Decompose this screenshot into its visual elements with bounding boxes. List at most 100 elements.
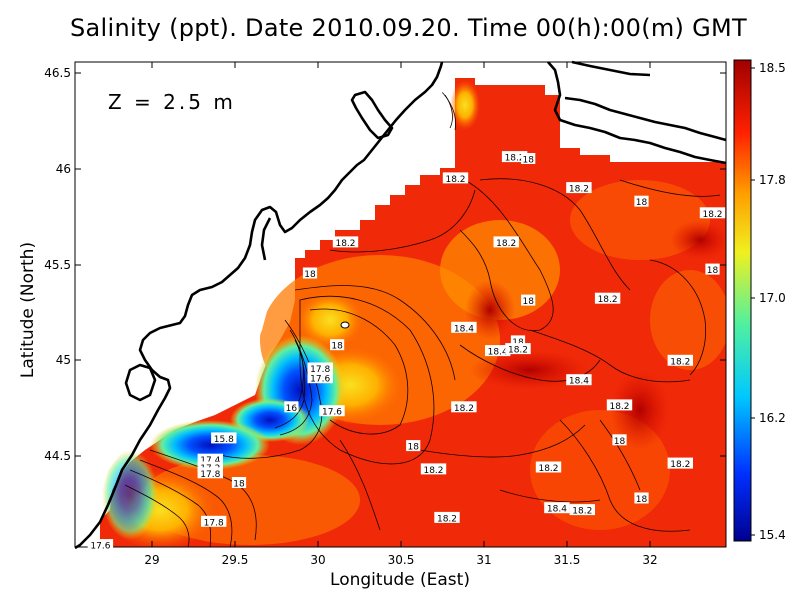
contour-label-box bbox=[634, 195, 649, 207]
contour-label-text: 18.2 bbox=[572, 507, 592, 517]
colorbar-label: 18.5 bbox=[759, 61, 786, 75]
contour-label: 18.2 bbox=[699, 207, 726, 220]
contour-label: 18.2 bbox=[667, 457, 693, 470]
y-tick-label: 44.5 bbox=[44, 449, 71, 463]
contour-label: 18 bbox=[634, 195, 649, 208]
contour-label-box bbox=[307, 362, 333, 374]
land-mask bbox=[75, 62, 726, 547]
contour-label-text: 18 bbox=[331, 342, 343, 352]
contour-label: 18.4 bbox=[451, 321, 477, 334]
contour-label-text: 17.6 bbox=[322, 408, 342, 418]
contour-label-box bbox=[606, 399, 633, 411]
contour-label: 18.2 bbox=[535, 461, 562, 474]
contour-label-box bbox=[612, 434, 627, 446]
contour-label-text: 18.2 bbox=[670, 460, 690, 470]
contour-label: 18 bbox=[521, 153, 536, 166]
contour-label-text: 18.2 bbox=[423, 466, 443, 476]
contour-label: 18.2 bbox=[569, 504, 595, 517]
contour-label-text: 18 bbox=[512, 338, 524, 348]
contour-label-text: 18 bbox=[522, 297, 534, 307]
contour-label-box bbox=[594, 292, 621, 304]
contour-label-text: 17.8 bbox=[204, 518, 224, 528]
contour-label-box bbox=[434, 511, 460, 523]
chart-title: Salinity (ppt). Date 2010.09.20. Time 00… bbox=[70, 14, 747, 42]
colorbar-ticks bbox=[751, 67, 755, 536]
coastline bbox=[74, 60, 727, 550]
contour-label-box bbox=[406, 440, 421, 452]
contour-label: 18 bbox=[330, 339, 345, 352]
colorbar-label: 16.2 bbox=[759, 411, 786, 425]
contour-label-box bbox=[521, 294, 536, 306]
contour-label: 18.2 bbox=[594, 292, 621, 305]
contour-label-text: 18.4 bbox=[488, 348, 508, 358]
y-tick-label: 46 bbox=[56, 162, 71, 176]
y-axis bbox=[75, 72, 726, 457]
contour-label: 18 bbox=[510, 335, 526, 348]
colorbar-labels: 18.5 17.8 17.0 16.2 15.4 bbox=[759, 61, 786, 542]
contour-label: 18.2 bbox=[505, 343, 531, 356]
contour-label-text: 18 bbox=[233, 480, 245, 490]
contour-label-text: 18.2 bbox=[496, 239, 516, 249]
contour-label-text: 18 bbox=[636, 198, 648, 208]
contour-label: 18.2 bbox=[667, 354, 693, 367]
contour-label-text: 18 bbox=[407, 443, 419, 453]
contour-label: 18 bbox=[521, 294, 536, 307]
contour-label-text: 18 bbox=[522, 156, 534, 166]
y-tick-labels: 44.5 45 45.5 46 46.5 bbox=[44, 66, 71, 463]
contour-label: 18 bbox=[406, 440, 421, 453]
contour-label-box bbox=[307, 372, 333, 384]
contour-label-box bbox=[667, 457, 693, 469]
x-axis bbox=[151, 62, 651, 547]
contour-label-text: 17.6 bbox=[310, 375, 330, 385]
contour-label-text: 18.2 bbox=[598, 295, 618, 305]
contour-label: 17.6 bbox=[319, 405, 345, 418]
colorbar bbox=[733, 59, 752, 542]
contour-label-box bbox=[451, 401, 477, 413]
contour-label-text: 18.2 bbox=[445, 175, 465, 185]
x-tick-labels: 29 29.5 30 30.5 31 31.5 32 bbox=[144, 553, 657, 567]
x-tick-label: 30 bbox=[310, 553, 325, 567]
contour-label: 18.2 bbox=[434, 511, 460, 524]
contour-label: 18.2 bbox=[493, 236, 519, 249]
contour-label-box bbox=[451, 321, 477, 333]
contour-label: 17.4 bbox=[197, 453, 223, 466]
contour-label-text: 18.2 bbox=[569, 185, 589, 195]
contour-label: 17.8 bbox=[307, 362, 333, 375]
x-tick-label: 31 bbox=[476, 553, 491, 567]
contour-label-box bbox=[485, 345, 511, 357]
contour-label-text: 18.2 bbox=[454, 404, 474, 414]
contour-label-box bbox=[699, 207, 726, 219]
contour-label-box bbox=[566, 182, 592, 194]
contour-label-box bbox=[197, 467, 223, 479]
contour-label-box bbox=[197, 453, 223, 465]
contour-label-box bbox=[501, 151, 528, 163]
contour-label-box bbox=[544, 502, 570, 514]
contour-label-text: 18.2 bbox=[702, 210, 722, 220]
contour-label: 18.2 bbox=[501, 151, 528, 164]
y-tick-label: 46.5 bbox=[44, 66, 71, 80]
contour-label-text: 18 bbox=[614, 437, 626, 447]
contour-label: 17.8 bbox=[201, 515, 227, 528]
contour-lines bbox=[124, 89, 721, 547]
contour-label-box bbox=[505, 343, 531, 355]
contour-label: 18.2 bbox=[442, 172, 469, 185]
contour-label-box bbox=[284, 401, 299, 413]
contour-label-text: 18 bbox=[636, 495, 648, 505]
contour-label-text: 18.2 bbox=[538, 464, 558, 474]
contour-label-box bbox=[330, 339, 345, 351]
contour-label-text: 18 bbox=[707, 266, 719, 276]
contour-label-box bbox=[667, 354, 693, 366]
contour-label: 18.2 bbox=[606, 399, 633, 412]
contour-label-text: 17.8 bbox=[200, 470, 220, 480]
x-axis-label: Longitude (East) bbox=[330, 570, 470, 590]
contour-label-text: 15.8 bbox=[214, 435, 234, 445]
x-tick-label: 31.5 bbox=[554, 553, 581, 567]
contour-label: 17.6 bbox=[87, 539, 114, 552]
contour-label-box bbox=[705, 263, 720, 275]
contour-label: 18.4 bbox=[544, 502, 570, 515]
island-marker bbox=[340, 321, 350, 329]
depth-annotation: Z = 2.5 m bbox=[108, 90, 236, 114]
contour-label-text: 18.4 bbox=[547, 505, 567, 515]
contour-label: 18.2 bbox=[332, 236, 359, 249]
